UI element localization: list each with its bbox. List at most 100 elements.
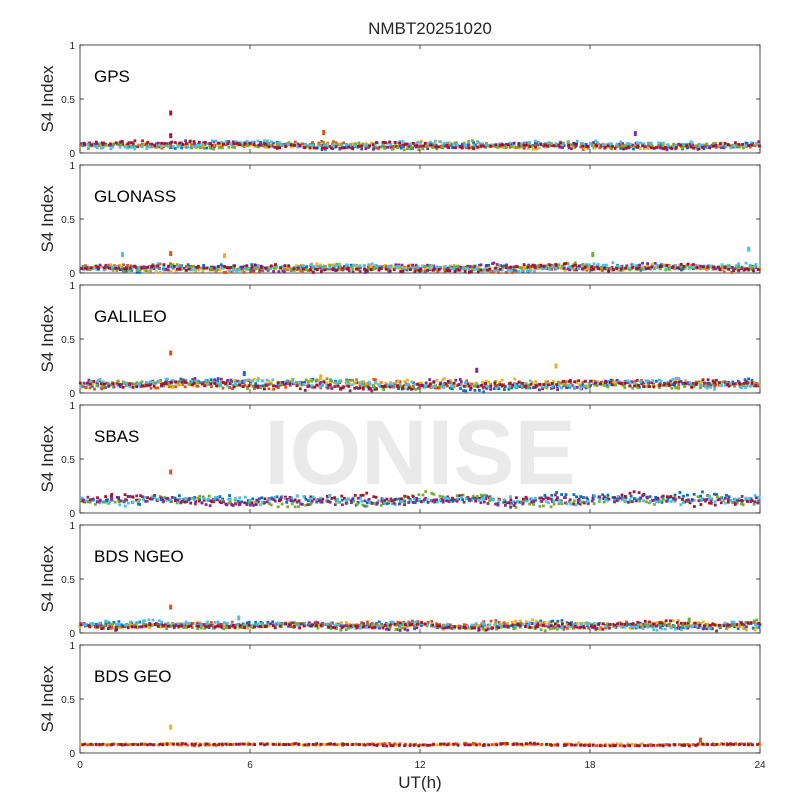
data-point <box>703 144 707 148</box>
data-point <box>353 263 357 267</box>
data-point <box>574 503 578 507</box>
data-point <box>383 263 387 267</box>
data-point <box>366 620 369 624</box>
data-point <box>685 500 689 503</box>
data-point <box>745 625 748 629</box>
data-point <box>133 264 137 268</box>
data-point <box>508 385 512 389</box>
data-point <box>502 146 506 149</box>
data-point <box>426 147 430 151</box>
data-point <box>177 624 181 628</box>
data-point <box>644 623 648 627</box>
data-point <box>95 140 98 144</box>
data-point <box>607 142 611 146</box>
data-point <box>680 628 683 632</box>
data-point <box>633 379 637 383</box>
data-point <box>408 498 412 501</box>
data-point <box>131 500 135 504</box>
data-point <box>313 385 317 389</box>
data-point <box>727 384 731 388</box>
data-point <box>151 144 155 148</box>
data-point <box>704 385 707 389</box>
data-point <box>453 267 457 271</box>
data-point <box>593 146 597 150</box>
data-point <box>347 145 350 149</box>
data-point <box>562 379 565 383</box>
data-point <box>119 268 122 272</box>
data-point <box>333 503 337 507</box>
data-point <box>547 625 551 629</box>
data-point <box>688 142 692 146</box>
data-point <box>520 269 524 272</box>
data-point <box>494 380 497 384</box>
data-point <box>596 262 600 266</box>
data-point <box>169 145 172 148</box>
data-point <box>207 380 210 384</box>
data-point <box>444 496 447 500</box>
data-point <box>487 380 491 384</box>
data-point <box>525 497 529 501</box>
data-point <box>281 269 285 273</box>
data-point <box>140 266 144 270</box>
data-point <box>683 385 687 388</box>
data-point <box>241 385 245 388</box>
data-point <box>726 383 729 386</box>
data-point <box>424 384 427 388</box>
data-point <box>517 270 521 273</box>
data-point <box>740 267 743 271</box>
data-point <box>333 496 337 500</box>
data-point <box>473 496 476 500</box>
data-point <box>167 385 171 389</box>
data-point <box>190 383 194 387</box>
data-point <box>339 387 342 391</box>
data-point <box>149 383 152 387</box>
data-point <box>443 624 446 628</box>
data-point <box>90 624 93 627</box>
data-point <box>363 499 367 503</box>
data-point <box>341 386 345 390</box>
data-point <box>285 142 288 146</box>
data-point <box>398 497 401 501</box>
data-point <box>80 267 84 270</box>
data-point <box>411 263 414 267</box>
data-point <box>85 267 89 271</box>
data-point <box>353 144 357 148</box>
data-point <box>182 622 186 626</box>
data-point <box>273 495 277 499</box>
data-point <box>348 380 351 383</box>
data-point <box>530 626 534 629</box>
data-point <box>450 387 454 391</box>
data-point <box>699 267 702 271</box>
data-point <box>555 627 559 631</box>
data-point <box>523 267 526 270</box>
data-point <box>742 381 746 385</box>
data-point <box>546 496 550 500</box>
data-point <box>334 145 338 148</box>
data-point <box>404 266 408 270</box>
data-point <box>233 146 236 149</box>
data-point <box>328 383 332 387</box>
data-point <box>624 266 627 270</box>
data-point <box>610 383 614 387</box>
data-point <box>159 625 163 628</box>
data-point <box>312 265 315 268</box>
data-point <box>579 387 582 390</box>
data-point <box>345 146 349 149</box>
data-point <box>752 269 755 273</box>
data-point <box>243 501 246 505</box>
data-point <box>370 389 374 393</box>
data-point <box>636 144 640 148</box>
data-point <box>443 269 447 273</box>
data-point <box>363 268 367 271</box>
data-point <box>448 623 452 627</box>
data-point <box>645 495 649 499</box>
data-point <box>601 382 605 385</box>
data-point <box>573 380 576 384</box>
data-point <box>510 620 514 624</box>
data-point <box>621 142 625 145</box>
data-point <box>365 268 368 272</box>
data-point <box>200 382 204 386</box>
data-point <box>269 264 273 268</box>
data-point <box>658 623 662 627</box>
data-point <box>370 141 373 145</box>
